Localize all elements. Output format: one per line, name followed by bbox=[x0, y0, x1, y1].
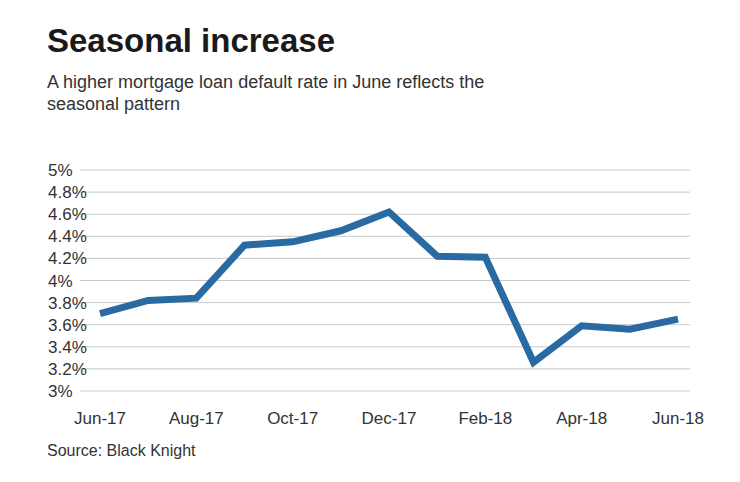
grid-line bbox=[80, 258, 690, 259]
x-tick-label: Dec-17 bbox=[362, 409, 417, 428]
y-tick-label: 3% bbox=[48, 382, 73, 401]
y-tick-label: 4.4% bbox=[48, 227, 87, 246]
y-tick-label: 3.4% bbox=[48, 338, 87, 357]
x-tick-label: Jun-18 bbox=[652, 409, 704, 428]
y-tick-label: 3.6% bbox=[48, 316, 87, 335]
grid-line bbox=[80, 192, 690, 193]
grid-line bbox=[80, 391, 690, 392]
subtitle: A higher mortgage loan default rate in J… bbox=[47, 72, 484, 114]
x-tick-label: Apr-18 bbox=[556, 409, 607, 428]
grid-line bbox=[80, 170, 690, 171]
x-tick-label: Oct-17 bbox=[267, 409, 318, 428]
grid-line bbox=[80, 346, 690, 347]
grid-line bbox=[80, 280, 690, 281]
title: Seasonal increase bbox=[47, 22, 335, 59]
grid-line bbox=[80, 236, 690, 237]
x-tick-label: Feb-18 bbox=[458, 409, 512, 428]
chart: Seasonal increase A higher mortgage loan … bbox=[0, 0, 740, 482]
plot-area bbox=[100, 212, 678, 362]
y-tick-label: 4.8% bbox=[48, 183, 87, 202]
y-tick-label: 4% bbox=[48, 272, 73, 291]
source: Source: Black Knight bbox=[47, 442, 196, 459]
y-tick-label: 4.6% bbox=[48, 205, 87, 224]
x-tick-label: Aug-17 bbox=[169, 409, 224, 428]
y-tick-label: 5% bbox=[48, 161, 73, 180]
y-tick-label: 3.8% bbox=[48, 294, 87, 313]
grid-line bbox=[80, 368, 690, 369]
y-tick-label: 4.2% bbox=[48, 249, 87, 268]
x-tick-label: Jun-17 bbox=[74, 409, 126, 428]
y-tick-label: 3.2% bbox=[48, 360, 87, 379]
line bbox=[100, 212, 678, 362]
